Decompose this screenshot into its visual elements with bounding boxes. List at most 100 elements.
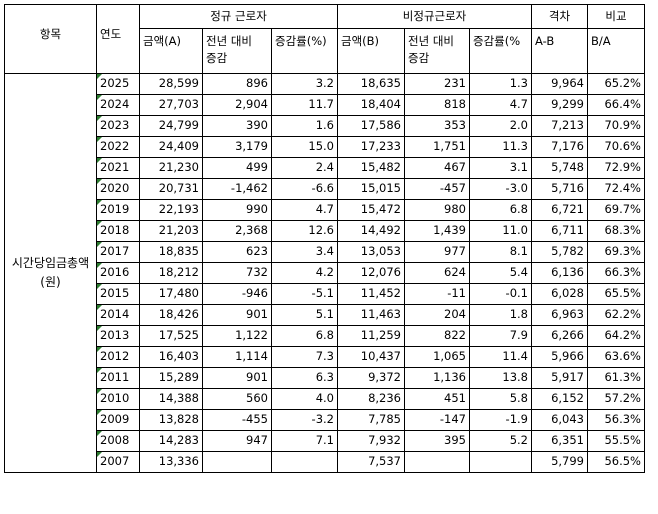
value-cell: 18,404 — [337, 94, 405, 116]
header-year: 연도 — [96, 4, 140, 74]
value-cell: 6,043 — [531, 409, 588, 431]
value-cell: 6,152 — [531, 388, 588, 410]
value-cell: 5,782 — [531, 241, 588, 263]
value-cell: 11.7 — [271, 94, 338, 116]
header-row-sub: 금액(A) 전년 대비 증감 증감률(%) 금액(B) 전년 대비 증감 증감률… — [5, 28, 645, 74]
value-cell: 623 — [202, 241, 272, 263]
value-cell: 467 — [404, 157, 470, 179]
value-cell: 68.3% — [587, 220, 645, 242]
value-cell: 61.3% — [587, 367, 645, 389]
table-row: 2022 24,409 3,179 15.0 17,233 1,751 11.3 7,176 7… — [5, 136, 645, 158]
value-cell: 72.4% — [587, 178, 645, 200]
value-cell: 70.6% — [587, 136, 645, 158]
value-cell: -147 — [404, 409, 470, 431]
value-cell: 7.1 — [271, 430, 338, 452]
header-row-top: 항목 연도 정규 근로자 비정규근로자 격차 비교 — [4, 4, 645, 74]
value-cell: 1,122 — [202, 325, 272, 347]
year-cell: 2016 — [96, 262, 140, 284]
value-cell: 451 — [404, 388, 470, 410]
value-cell: 7,537 — [337, 451, 405, 473]
value-cell: 15,482 — [337, 157, 405, 179]
year-cell: 2012 — [96, 346, 140, 368]
header-rate-regular: 증감률(%) — [271, 28, 338, 74]
value-cell: 17,586 — [337, 115, 405, 137]
value-cell: 69.3% — [587, 241, 645, 263]
value-cell: -1,462 — [202, 178, 272, 200]
value-cell: 7.3 — [271, 346, 338, 368]
value-cell: 9,372 — [337, 367, 405, 389]
value-cell: 1,751 — [404, 136, 470, 158]
value-cell: 7,932 — [337, 430, 405, 452]
value-cell — [404, 451, 470, 473]
year-cell: 2022 — [96, 136, 140, 158]
value-cell: -455 — [202, 409, 272, 431]
value-cell: 13.8 — [469, 367, 532, 389]
value-cell: 27,703 — [139, 94, 203, 116]
value-cell: -3.2 — [271, 409, 338, 431]
value-cell: 204 — [404, 304, 470, 326]
table-body: 시간당임금총액 (원) 2025 28,599 896 3.2 18,635 231 1.3 9… — [4, 73, 645, 473]
value-cell: 11,259 — [337, 325, 405, 347]
value-cell: 7,176 — [531, 136, 588, 158]
value-cell: 14,492 — [337, 220, 405, 242]
value-cell: 69.7% — [587, 199, 645, 221]
year-cell: 2009 — [96, 409, 140, 431]
table-row: 2019 22,193 990 4.7 15,472 980 6.8 6,721 69.7% — [5, 199, 645, 221]
value-cell: 3.1 — [469, 157, 532, 179]
value-cell: 20,731 — [139, 178, 203, 200]
value-cell: 10,437 — [337, 346, 405, 368]
header-nonregular-workers: 비정규근로자 — [337, 4, 532, 29]
value-cell: 24,799 — [139, 115, 203, 137]
value-cell: -1.9 — [469, 409, 532, 431]
value-cell: 6,351 — [531, 430, 588, 452]
table-row: 시간당임금총액 (원) 2025 28,599 896 3.2 18,635 231 1.3 9… — [4, 73, 645, 473]
year-cell: 2024 — [96, 94, 140, 116]
value-cell: 11,452 — [337, 283, 405, 305]
value-cell: 70.9% — [587, 115, 645, 137]
value-cell: 5.4 — [469, 262, 532, 284]
value-cell: 1.6 — [271, 115, 338, 137]
value-cell: 2,904 — [202, 94, 272, 116]
header-yoy-change-regular: 전년 대비 증감 — [202, 28, 272, 74]
value-cell: 3,179 — [202, 136, 272, 158]
year-cell: 2020 — [96, 178, 140, 200]
value-cell: 1.3 — [469, 73, 532, 95]
value-cell: 499 — [202, 157, 272, 179]
header-amount-b: 금액(B) — [337, 28, 405, 74]
value-cell: 1.8 — [469, 304, 532, 326]
year-cell: 2023 — [96, 115, 140, 137]
value-cell: 6,711 — [531, 220, 588, 242]
year-cell: 2007 — [96, 451, 140, 473]
year-cell: 2019 — [96, 199, 140, 221]
value-cell: 6,721 — [531, 199, 588, 221]
value-cell: 1,136 — [404, 367, 470, 389]
table-row: 2007 13,336 7,537 5,799 56.5% — [5, 451, 645, 473]
value-cell: 901 — [202, 367, 272, 389]
value-cell: 977 — [404, 241, 470, 263]
value-cell: 7,213 — [531, 115, 588, 137]
value-cell: -0.1 — [469, 283, 532, 305]
value-cell: -457 — [404, 178, 470, 200]
value-cell: -5.1 — [271, 283, 338, 305]
header-amount-a: 금액(A) — [139, 28, 203, 74]
value-cell: 818 — [404, 94, 470, 116]
value-cell: 65.5% — [587, 283, 645, 305]
value-cell: 14,283 — [139, 430, 203, 452]
table-row: 2014 18,426 901 5.1 11,463 204 1.8 6,963 62.2% — [5, 304, 645, 326]
header-gap-formula: A-B — [531, 28, 588, 74]
value-cell: 353 — [404, 115, 470, 137]
table-row: 2009 13,828 -455 -3.2 7,785 -147 -1.9 6,043 56.3… — [5, 409, 645, 431]
value-cell: 8,236 — [337, 388, 405, 410]
table-row: 2013 17,525 1,122 6.8 11,259 822 7.9 6,266 64.2% — [5, 325, 645, 347]
value-cell: 5,799 — [531, 451, 588, 473]
value-cell: 15.0 — [271, 136, 338, 158]
value-cell: 18,212 — [139, 262, 203, 284]
value-cell: 6.3 — [271, 367, 338, 389]
value-cell: 11.0 — [469, 220, 532, 242]
value-cell: 21,203 — [139, 220, 203, 242]
table-row: 2020 20,731 -1,462 -6.6 15,015 -457 -3.0 5,716 7… — [5, 178, 645, 200]
header-item: 항목 — [4, 4, 97, 74]
value-cell: 624 — [404, 262, 470, 284]
header-ratio: 비교 — [587, 4, 645, 29]
value-cell: 3.2 — [271, 73, 338, 95]
